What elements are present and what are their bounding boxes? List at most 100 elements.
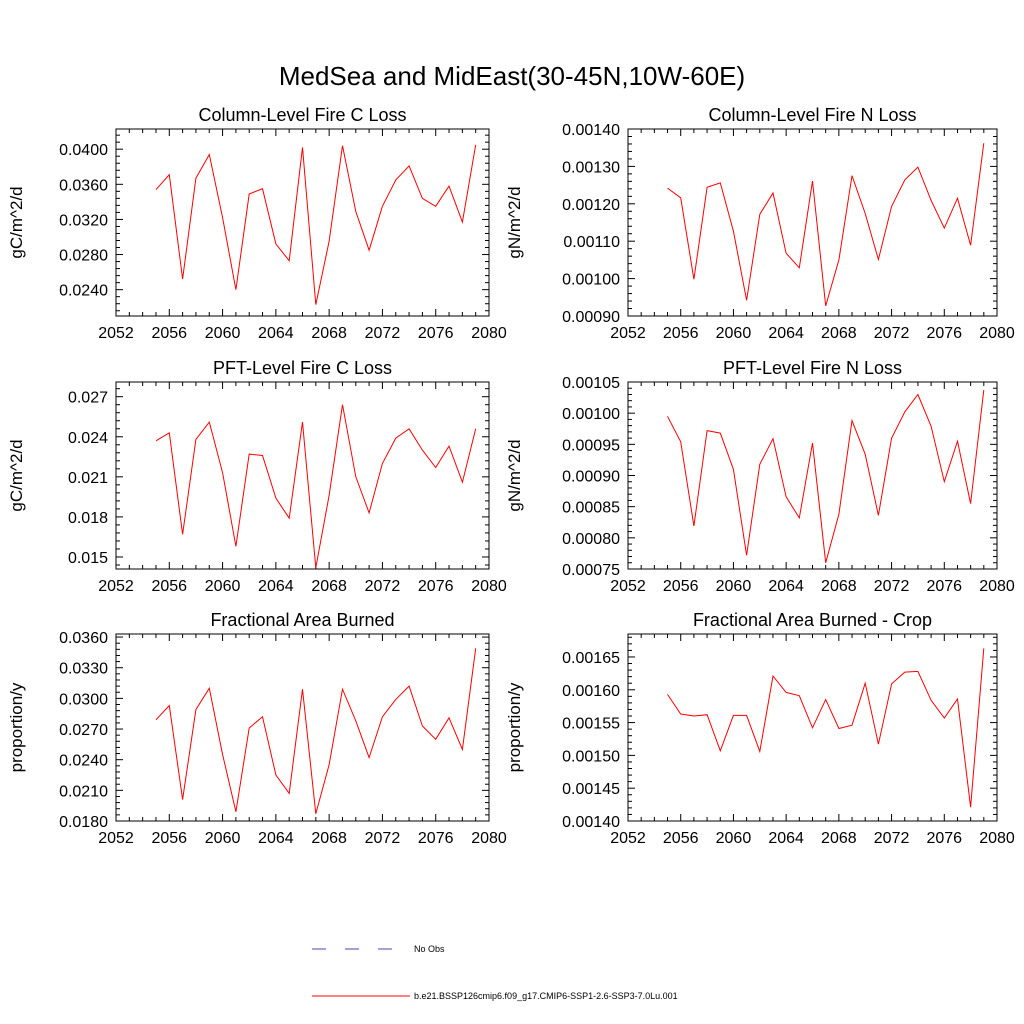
- x-tick-label: 2072: [365, 325, 401, 342]
- y-tick-label: 0.00080: [562, 531, 620, 548]
- y-tick-label: 0.00100: [562, 272, 620, 289]
- x-tick-label: 2072: [874, 830, 910, 847]
- x-tick-label: 2064: [258, 325, 294, 342]
- chart-panel-3: PFT-Level Fire C Loss 2052 2056 2060 2064 206…: [7, 358, 507, 595]
- x-tick-label: 2056: [663, 578, 699, 595]
- figure-title: MedSea and MidEast(30-45N,10W-60E): [279, 61, 745, 91]
- x-tick-label: 2064: [258, 578, 294, 595]
- x-tick-label: 2056: [663, 830, 699, 847]
- panel-title: Fractional Area Burned: [210, 610, 394, 630]
- y-tick-label: 0.0280: [59, 248, 108, 265]
- x-tick-label: 2052: [98, 830, 134, 847]
- x-tick-label: 2064: [768, 830, 804, 847]
- y-tick-label: 0.00105: [562, 375, 620, 392]
- plot-frame: [115, 128, 490, 317]
- x-tick-label: 2068: [311, 830, 347, 847]
- chart-panel-1: Column-Level Fire C Loss 2052 2056 2060 2064…: [7, 105, 507, 342]
- x-tick-label: 2056: [151, 830, 187, 847]
- y-tick-label: 0.00090: [562, 309, 620, 326]
- y-tick-label: 0.027: [68, 390, 108, 407]
- panel-title: Column-Level Fire N Loss: [708, 105, 916, 125]
- y-tick-label: 0.00120: [562, 197, 620, 214]
- y-tick-label: 0.0270: [59, 722, 108, 739]
- x-tick-label: 2076: [418, 578, 454, 595]
- y-tick-label: 0.0320: [59, 212, 108, 229]
- x-tick-label: 2072: [874, 578, 910, 595]
- chart-panel-5: Fractional Area Burned 2052 2056 2060 2064 20…: [7, 610, 507, 847]
- x-tick-label: 2068: [821, 578, 857, 595]
- panel-title: PFT-Level Fire C Loss: [213, 358, 392, 378]
- y-tick-label: 0.00155: [562, 716, 620, 733]
- x-tick-label: 2064: [768, 578, 804, 595]
- chart-panel-6: Fractional Area Burned - Crop 2052 2056 206…: [505, 610, 1015, 847]
- y-tick-label: 0.00160: [562, 683, 620, 700]
- x-tick-label: 2060: [205, 325, 241, 342]
- y-tick-label: 0.00100: [562, 406, 620, 423]
- legend-label: No Obs: [414, 944, 445, 954]
- y-tick-label: 0.0360: [59, 630, 108, 647]
- x-tick-label: 2080: [471, 325, 507, 342]
- legend-label: b.e21.BSSP126cmip6.f09_g17.CMIP6-SSP1-2.…: [414, 991, 678, 1001]
- x-tick-label: 2064: [768, 325, 804, 342]
- x-tick-label: 2080: [979, 325, 1015, 342]
- series-line: [667, 390, 985, 563]
- x-tick-label: 2056: [151, 325, 187, 342]
- x-tick-label: 2076: [926, 325, 962, 342]
- x-tick-label: 2052: [610, 325, 646, 342]
- x-tick-label: 2052: [610, 830, 646, 847]
- y-axis-label: proportion/y: [7, 682, 26, 772]
- x-tick-label: 2060: [205, 578, 241, 595]
- x-tick-label: 2052: [610, 578, 646, 595]
- x-tick-label: 2072: [365, 578, 401, 595]
- x-tick-label: 2080: [979, 578, 1015, 595]
- y-axis-label: gN/m^2/d: [505, 186, 524, 258]
- y-tick-label: 0.0240: [59, 753, 108, 770]
- y-tick-label: 0.0240: [59, 283, 108, 300]
- y-tick-label: 0.00095: [562, 437, 620, 454]
- y-tick-label: 0.00075: [562, 562, 620, 579]
- y-tick-label: 0.018: [68, 510, 108, 527]
- y-tick-label: 0.00165: [562, 650, 620, 667]
- y-tick-label: 0.0330: [59, 661, 108, 678]
- x-tick-label: 2052: [98, 578, 134, 595]
- x-tick-label: 2080: [979, 830, 1015, 847]
- x-tick-label: 2076: [926, 830, 962, 847]
- y-axis-label: gN/m^2/d: [505, 439, 524, 511]
- panels-group: Column-Level Fire C Loss 2052 2056 2060 2064…: [7, 105, 1015, 847]
- y-tick-label: 0.0400: [59, 142, 108, 159]
- x-tick-label: 2080: [471, 578, 507, 595]
- y-tick-label: 0.00110: [563, 234, 620, 251]
- x-tick-label: 2056: [663, 325, 699, 342]
- panel-title: PFT-Level Fire N Loss: [723, 358, 902, 378]
- x-tick-label: 2072: [365, 830, 401, 847]
- y-tick-label: 0.024: [68, 430, 108, 447]
- x-tick-label: 2072: [874, 325, 910, 342]
- plot-frame: [627, 381, 998, 570]
- y-tick-label: 0.00150: [562, 748, 620, 765]
- legend: No Obs b.e21.BSSP126cmip6.f09_g17.CMIP6-S…: [312, 944, 678, 1001]
- x-tick-label: 2076: [418, 830, 454, 847]
- series-line: [667, 143, 985, 307]
- x-tick-label: 2056: [151, 578, 187, 595]
- y-axis-label: gC/m^2/d: [7, 439, 26, 511]
- x-tick-label: 2068: [311, 578, 347, 595]
- panel-title: Fractional Area Burned - Crop: [693, 610, 932, 630]
- y-tick-label: 0.0180: [59, 814, 108, 831]
- y-axis-label: gC/m^2/d: [7, 186, 26, 258]
- y-tick-label: 0.00140: [562, 122, 620, 139]
- x-tick-label: 2076: [926, 578, 962, 595]
- plot-frame: [115, 381, 490, 570]
- y-tick-label: 0.00130: [562, 159, 620, 176]
- x-tick-label: 2080: [471, 830, 507, 847]
- x-tick-label: 2064: [258, 830, 294, 847]
- y-tick-label: 0.015: [68, 550, 108, 567]
- x-tick-label: 2068: [821, 830, 857, 847]
- x-tick-label: 2052: [98, 325, 134, 342]
- legend-entry-2: b.e21.BSSP126cmip6.f09_g17.CMIP6-SSP1-2.…: [312, 991, 678, 1001]
- y-tick-label: 0.00145: [562, 781, 620, 798]
- x-tick-label: 2060: [716, 325, 752, 342]
- chart-panel-4: PFT-Level Fire N Loss 2052 2056 2060 2064 206…: [505, 358, 1015, 595]
- x-tick-label: 2060: [716, 578, 752, 595]
- y-tick-label: 0.021: [68, 470, 108, 487]
- series-line: [667, 648, 985, 808]
